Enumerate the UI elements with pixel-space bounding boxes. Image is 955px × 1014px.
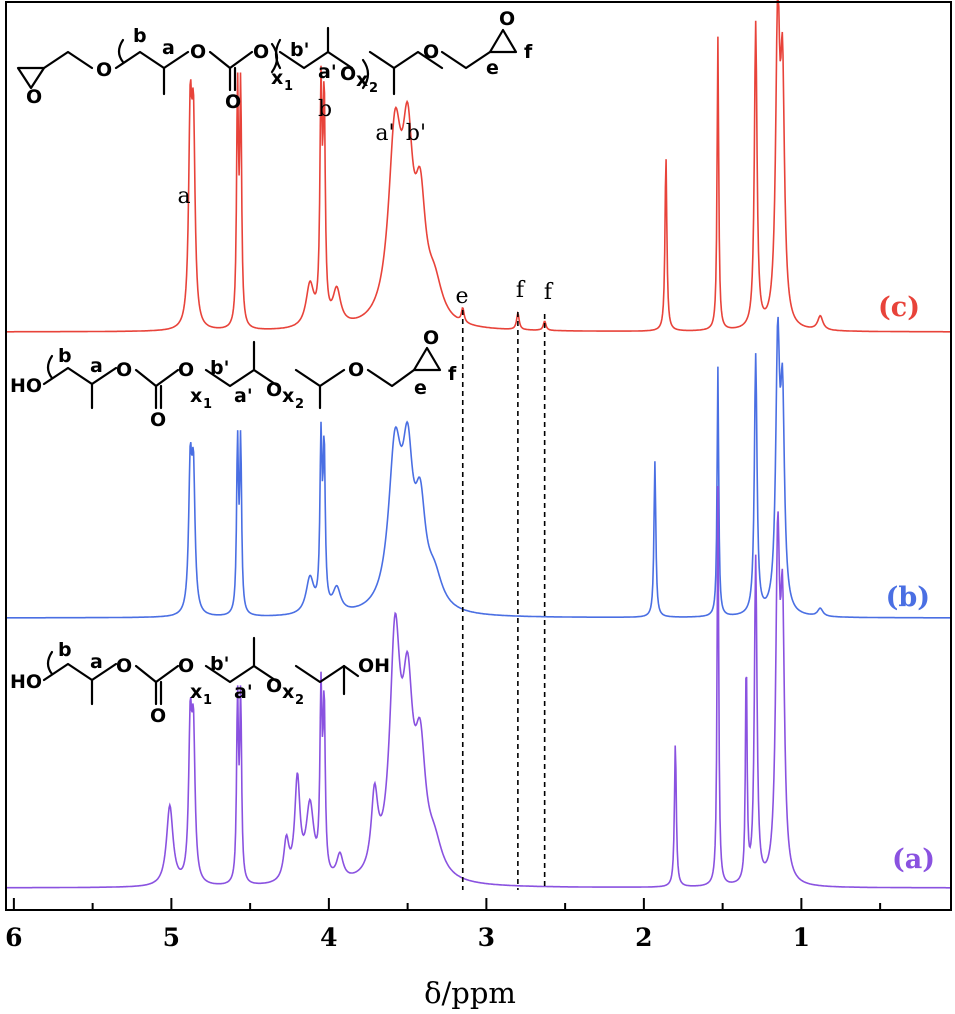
struct-c-label-b: b bbox=[133, 25, 147, 47]
struct-c-epoxide-right bbox=[488, 28, 518, 54]
struct-b-o-ester: O bbox=[116, 359, 132, 381]
spectrum-series-a bbox=[6, 485, 951, 889]
struct-c-label-a-prime: a' bbox=[318, 61, 337, 83]
struct-b-x1-sub: 1 bbox=[203, 397, 212, 412]
structure-c: O O b a O O O x 1 b' a' O x 2 O O e f b bbox=[16, 8, 533, 122]
series-label-c: (c) bbox=[878, 292, 920, 323]
struct-c-o-carbonyl: O bbox=[225, 91, 241, 113]
plot-frame bbox=[5, 1, 952, 911]
struct-b-o-carbonyl: O bbox=[150, 409, 166, 431]
x-axis-ticks bbox=[12, 898, 882, 910]
x-axis-tick-labels: 6 5 4 3 2 1 bbox=[5, 923, 810, 952]
struct-a-o-ether: O bbox=[266, 675, 282, 697]
x-tick-label-3: 3 bbox=[478, 923, 495, 952]
struct-c-x1-sub: 1 bbox=[284, 79, 293, 94]
peak-label-a-prime: a' bbox=[375, 121, 394, 146]
x-tick-label-4: 4 bbox=[320, 923, 337, 952]
struct-b-paren-left bbox=[46, 354, 54, 380]
struct-a-label-a-prime: a' bbox=[234, 681, 253, 703]
struct-c-x2-sub: 2 bbox=[369, 81, 378, 96]
series-label-b: (b) bbox=[886, 582, 930, 613]
struct-b-o-link: O bbox=[178, 359, 194, 381]
x-axis-title: δ/ppm bbox=[424, 976, 516, 1010]
struct-b-epoxide bbox=[412, 346, 442, 372]
peak-label-a: a bbox=[177, 184, 190, 209]
struct-c-chain-4 bbox=[368, 50, 444, 70]
struct-a-oh: OH bbox=[358, 655, 390, 677]
struct-c-o-end: O bbox=[423, 41, 439, 63]
struct-b-label-a-prime: a' bbox=[234, 385, 253, 407]
struct-c-paren-left bbox=[117, 38, 125, 64]
struct-a-ho: HO bbox=[10, 671, 42, 693]
x-tick-label-5: 5 bbox=[163, 923, 180, 952]
struct-c-x2: x bbox=[356, 69, 368, 91]
struct-a-chain-3 bbox=[294, 664, 360, 684]
struct-b-chain-2 bbox=[204, 368, 280, 388]
spectra-layer bbox=[6, 0, 951, 889]
struct-c-chain-2 bbox=[114, 50, 190, 70]
struct-b-x2: x bbox=[282, 385, 294, 407]
struct-a-x1: x bbox=[190, 681, 202, 703]
struct-b-label-a: a bbox=[90, 355, 103, 377]
struct-c-x1: x bbox=[271, 67, 283, 89]
struct-b-x1: x bbox=[190, 385, 202, 407]
struct-c-o-link: O bbox=[253, 41, 269, 63]
struct-a-label-b-prime: b' bbox=[210, 653, 229, 675]
struct-b-ho: HO bbox=[10, 375, 42, 397]
struct-b-label-b-prime: b' bbox=[210, 357, 229, 379]
struct-c-chain-5 bbox=[440, 50, 492, 70]
dashed-guide-lines bbox=[461, 310, 546, 890]
struct-a-label-b: b bbox=[58, 639, 72, 661]
struct-a-x2-sub: 2 bbox=[295, 693, 304, 708]
struct-a-x1-sub: 1 bbox=[203, 693, 212, 708]
struct-c-label-e: e bbox=[486, 57, 499, 79]
struct-b-o-end: O bbox=[348, 359, 364, 381]
struct-a-chain-2 bbox=[204, 664, 280, 684]
struct-c-label-b-below: b bbox=[318, 97, 332, 122]
epoxide-left-ring bbox=[16, 66, 46, 90]
peak-label-b-prime: b' bbox=[406, 121, 426, 146]
struct-c-label-a: a bbox=[162, 37, 175, 59]
struct-b-label-e: e bbox=[414, 377, 427, 399]
x-tick-label-6: 6 bbox=[5, 923, 22, 952]
struct-c-chain-3 bbox=[278, 50, 354, 70]
struct-a-o-ester: O bbox=[116, 655, 132, 677]
struct-c-chain-1 bbox=[42, 50, 94, 70]
struct-c-o-start: O bbox=[96, 59, 112, 81]
structure-a: HO b a O O O x 1 b' a' O x 2 OH bbox=[10, 636, 390, 727]
struct-a-o-link: O bbox=[178, 655, 194, 677]
struct-a-chain-1 bbox=[42, 662, 118, 682]
struct-c-o-epoxide-right: O bbox=[499, 8, 515, 30]
struct-c-paren-right bbox=[361, 58, 370, 90]
peak-label-e: e bbox=[455, 284, 468, 309]
struct-b-label-f: f bbox=[448, 363, 457, 385]
struct-c-o-epoxide-left: O bbox=[26, 86, 42, 108]
spectrum-series-c bbox=[6, 0, 951, 333]
struct-a-x2: x bbox=[282, 681, 294, 703]
struct-b-x2-sub: 2 bbox=[295, 397, 304, 412]
struct-a-label-a: a bbox=[90, 651, 103, 673]
spectrum-series-b bbox=[6, 316, 951, 619]
structure-b: HO b a O O O x 1 b' a' O x 2 O O e f bbox=[10, 327, 457, 431]
struct-a-paren-left bbox=[46, 650, 54, 676]
struct-c-label-b-prime: b' bbox=[290, 39, 309, 61]
struct-c-paren-mid2 bbox=[274, 38, 282, 70]
peak-label-f-2: f bbox=[544, 280, 554, 305]
struct-c-o-ether: O bbox=[340, 63, 356, 85]
peak-label-f-1: f bbox=[516, 278, 526, 303]
x-tick-label-1: 1 bbox=[793, 923, 810, 952]
struct-b-chain-1 bbox=[42, 366, 118, 386]
x-tick-label-2: 2 bbox=[635, 923, 652, 952]
series-label-a: (a) bbox=[892, 844, 935, 875]
struct-c-label-f: f bbox=[524, 41, 533, 63]
struct-b-o-ether: O bbox=[266, 379, 282, 401]
struct-c-o-ester: O bbox=[190, 41, 206, 63]
struct-a-o-carbonyl: O bbox=[150, 705, 166, 727]
struct-b-o-epoxide: O bbox=[423, 327, 439, 349]
struct-b-label-b: b bbox=[58, 345, 72, 367]
struct-b-chain-4 bbox=[366, 368, 416, 388]
